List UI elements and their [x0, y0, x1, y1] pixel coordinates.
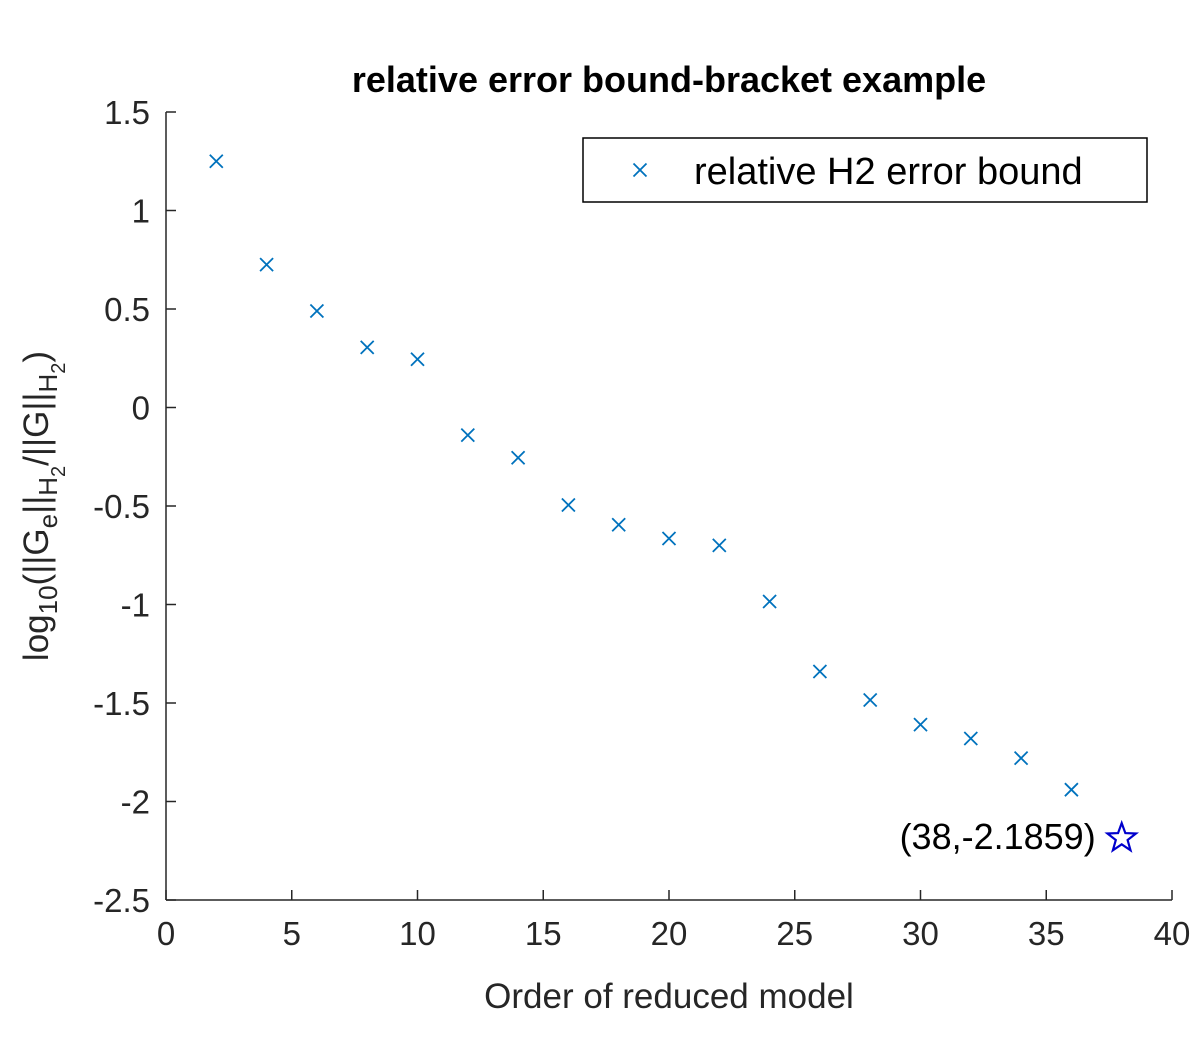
- data-point-x-marker: [510, 450, 526, 465]
- legend-marker-x: [632, 162, 648, 178]
- x-tick-label: 10: [399, 915, 436, 952]
- x-axis-label: Order of reduced model: [484, 977, 854, 1016]
- legend-x-icon: [632, 162, 648, 178]
- y-tick-label: -2: [121, 784, 150, 821]
- x-ticks: 0 5 10 15 20 25 30 35 40: [157, 890, 1191, 952]
- annotation: (38,-2.1859): [900, 816, 1140, 857]
- x-tick-label: 35: [1028, 915, 1065, 952]
- y-tick-label: 1.5: [104, 94, 150, 131]
- data-point-x-marker: [712, 538, 727, 553]
- y-tick-label: 1: [132, 193, 150, 230]
- data-point-x-marker: [360, 340, 375, 355]
- x-tick-label: 20: [651, 915, 688, 952]
- y-tick-label: 0: [132, 390, 150, 427]
- data-point-x-marker: [963, 731, 978, 746]
- data-point-x-marker: [259, 257, 274, 272]
- y-tick-label: -1: [121, 587, 150, 624]
- data-point-x-marker: [812, 664, 828, 679]
- legend-label: relative H2 error bound: [694, 151, 1083, 193]
- data-point-x-marker: [460, 427, 475, 443]
- data-points: [209, 154, 1079, 797]
- data-point-x-marker: [661, 531, 677, 546]
- data-point-x-marker: [309, 303, 325, 319]
- x-tick-label: 5: [283, 915, 301, 952]
- data-point-x-marker: [209, 154, 224, 169]
- data-point-x-marker: [611, 517, 626, 532]
- y-ticks: -2.5 -2 -1.5 -1 -0.5 0 0.5 1 1.5: [93, 94, 176, 919]
- legend-box: [582, 137, 1148, 203]
- legend: relative H2 error bound: [582, 137, 1148, 203]
- x-tick-label: 0: [157, 915, 175, 952]
- x-tick-label: 30: [902, 915, 939, 952]
- x-tick-label: 25: [776, 915, 813, 952]
- chart-title: relative error bound-bracket example: [352, 59, 986, 100]
- data-point-x-marker: [410, 352, 425, 367]
- data-point-x-marker: [913, 717, 928, 732]
- pentagram-marker: [1104, 819, 1140, 853]
- y-tick-label: 0.5: [104, 291, 150, 328]
- y-tick-label: -2.5: [93, 882, 150, 919]
- y-tick-label: -1.5: [93, 685, 150, 722]
- x-tick-label: 40: [1154, 915, 1191, 952]
- x-tick-label: 15: [525, 915, 562, 952]
- data-point-x-marker: [561, 497, 576, 513]
- y-axis-label: log10(||Ge||H2/||G||H2): [17, 351, 70, 661]
- annotation-label: (38,-2.1859): [900, 816, 1096, 857]
- data-point-x-marker: [863, 692, 878, 708]
- y-tick-label: -0.5: [93, 488, 150, 525]
- data-point-x-marker: [1064, 782, 1079, 797]
- data-point-x-marker: [762, 594, 777, 609]
- data-point-x-marker: [1013, 751, 1029, 766]
